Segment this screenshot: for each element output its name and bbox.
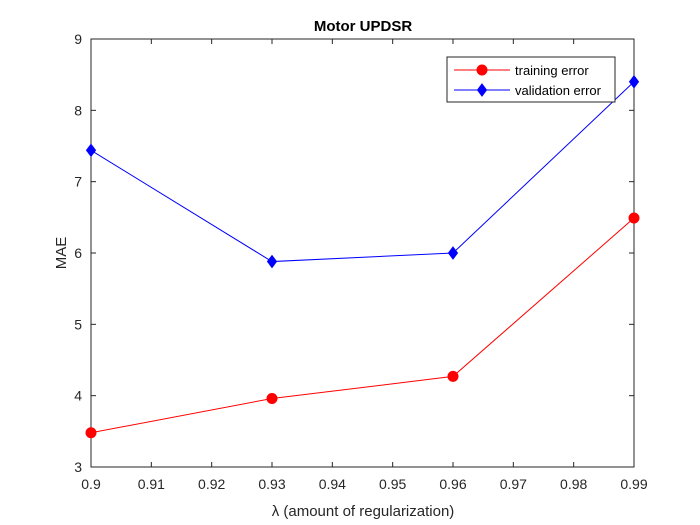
y-tick-label: 6: [74, 245, 82, 261]
validation-error-line: [90, 81, 635, 263]
y-tick-label: 9: [74, 31, 82, 47]
x-tick-label: 0.95: [379, 476, 406, 492]
validation-error-point: [628, 74, 640, 89]
legend: training error validation error: [446, 56, 616, 103]
axes-box: [90, 38, 635, 468]
legend-training-error-marker: [476, 64, 488, 76]
x-tick-label: 0.91: [138, 476, 165, 492]
validation-error-point: [266, 254, 278, 269]
training-error-point: [85, 427, 97, 439]
x-tick-label: 0.99: [620, 476, 647, 492]
training-error-point: [447, 370, 459, 382]
validation-error-point: [447, 246, 459, 260]
training-error-point: [628, 212, 640, 224]
y-tick-label: 4: [74, 388, 82, 404]
validation-error-point: [85, 143, 97, 158]
x-tick-label: 0.92: [198, 476, 225, 492]
training-error-line: [90, 217, 635, 434]
x-tick-label: 0.94: [319, 476, 346, 492]
y-tick-label: 8: [74, 102, 82, 118]
legend-box: [446, 56, 616, 103]
plot-area: 0.9 0.91 0.92 0.93 0.94 0.95 0.96 0.97 0.98 0.99 3…: [74, 31, 648, 492]
y-tick-label: 3: [74, 459, 82, 475]
x-axis-label: λ (amount of regularization): [272, 503, 455, 520]
x-tick-label: 0.96: [439, 476, 466, 492]
training-error-point: [266, 393, 278, 405]
y-tick-label: 7: [74, 174, 82, 190]
legend-validation-error-label: validation error: [515, 83, 602, 98]
x-tick-label: 0.97: [500, 476, 527, 492]
x-tick-label: 0.98: [560, 476, 587, 492]
legend-training-error-label: training error: [515, 63, 589, 78]
x-tick-label: 0.9: [81, 476, 101, 492]
x-tick-label: 0.93: [258, 476, 285, 492]
y-tick-label: 5: [74, 316, 82, 332]
legend-validation-error-marker: [476, 83, 488, 97]
chart-title: Motor UPDSR: [314, 18, 412, 35]
y-axis-label: MAE: [53, 237, 70, 270]
